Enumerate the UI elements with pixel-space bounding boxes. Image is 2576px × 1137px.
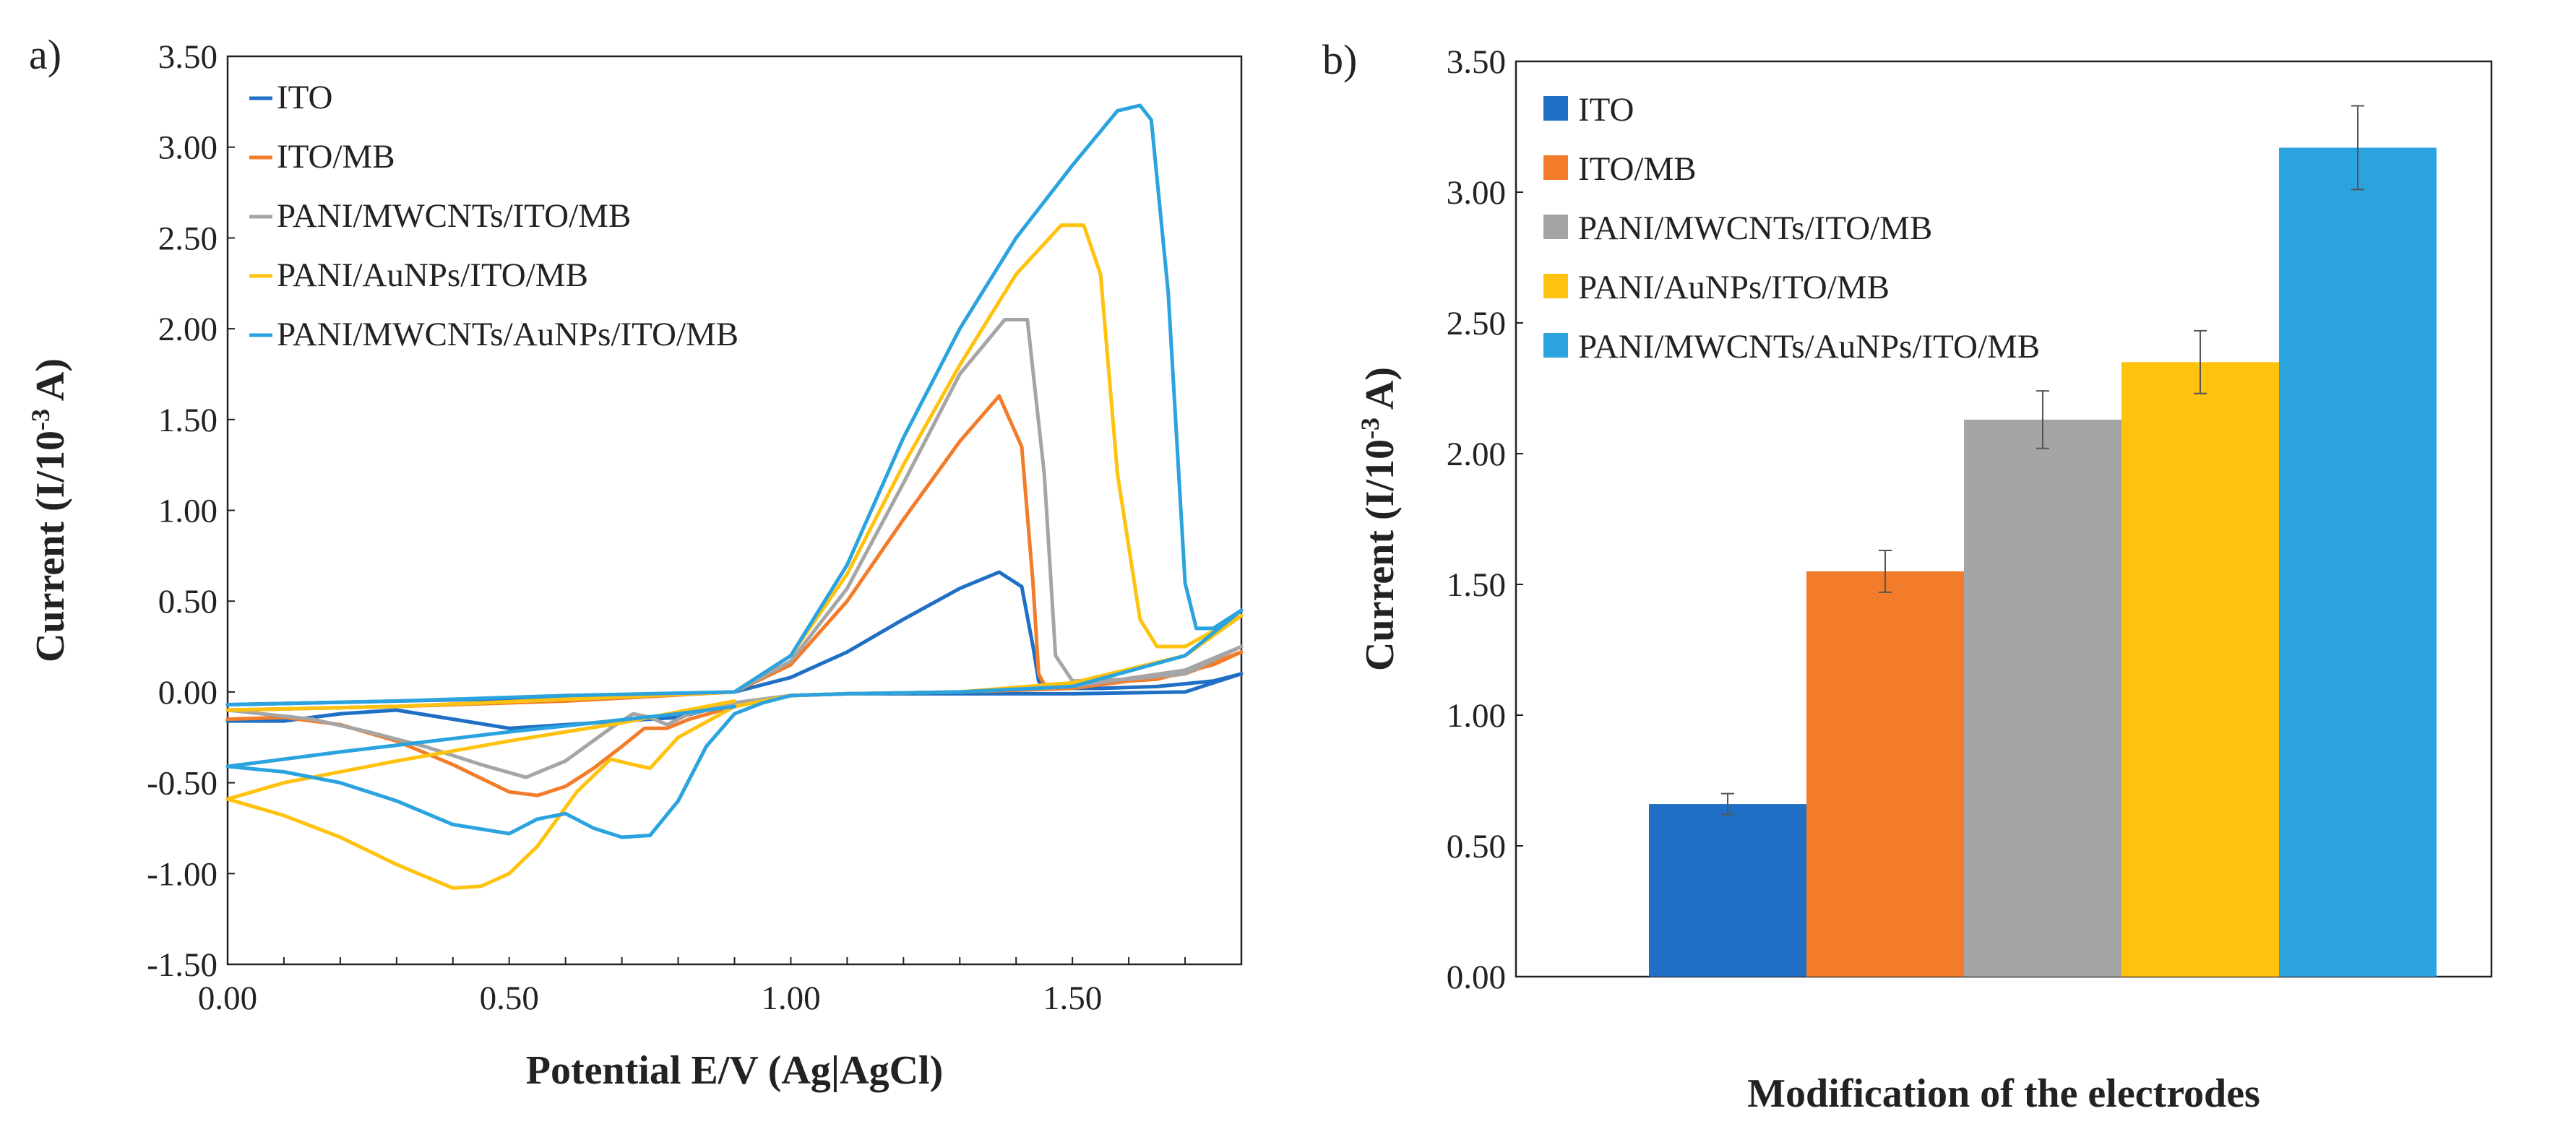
- chart-a: -1.50 -1.00 -0.50 0.00 0.50 1.00 1.50 2.00 2.50 3…: [26, 38, 1244, 1093]
- y-tick-label: 3.00: [158, 129, 217, 167]
- chart-b: 0.00 0.50 1.00 1.50 2.00 2.50 3.00 3.50 ITO ITO/M…: [1356, 43, 2493, 1116]
- legend-label: PANI/AuNPs/ITO/MB: [277, 256, 588, 294]
- series-line-2: [225, 394, 1244, 797]
- legend-label: ITO: [1578, 91, 1634, 129]
- legend-label: ITO/MB: [277, 138, 395, 176]
- legend-label: PANI/MWCNTs/AuNPs/ITO/MB: [277, 316, 738, 353]
- legend-label: ITO: [277, 79, 332, 116]
- x-axis-title: Modification of the electrodes: [1747, 1071, 2260, 1116]
- legend-label: PANI/MWCNTs/ITO/MB: [277, 197, 631, 235]
- panel-b-label: b): [1322, 36, 1357, 83]
- y-tick-label: 1.50: [158, 402, 217, 439]
- series-line-1: [225, 570, 1244, 730]
- y-tick-label: 0.50: [1447, 828, 1506, 865]
- y-axis-title-b-main: Current (I/10: [1358, 439, 1403, 671]
- bar-3: [1964, 419, 2121, 977]
- plot-area-a: [226, 55, 1243, 966]
- series-line-3: [225, 318, 1244, 779]
- bar-5: [2279, 147, 2437, 977]
- bar-2: [1806, 571, 1964, 977]
- y-tick-label: 3.50: [1447, 43, 1506, 81]
- y-tick-label: 0.00: [1447, 959, 1506, 996]
- y-axis-title-a-tail: A): [28, 358, 73, 409]
- legend-label: PANI/MWCNTs/AuNPs/ITO/MB: [1578, 328, 2040, 366]
- y-tick-label: 2.00: [1447, 436, 1506, 473]
- x-tick-label: 0.00: [198, 980, 257, 1017]
- y-axis-title-b-sup: -3: [1356, 418, 1384, 439]
- legend-swatch: [1543, 96, 1568, 121]
- legend-label: PANI/AuNPs/ITO/MB: [1578, 269, 1890, 306]
- y-axis-title-a-main: Current (I/10: [28, 431, 73, 662]
- legend-swatch: [1543, 155, 1568, 180]
- legend-swatch: [1543, 333, 1568, 358]
- y-tick-label: 2.00: [158, 311, 217, 348]
- panel-a-label: a): [29, 31, 61, 78]
- y-axis-title-b-tail: A): [1358, 367, 1403, 418]
- y-axis-title-a-sup: -3: [26, 409, 55, 431]
- bar-1: [1649, 804, 1806, 977]
- y-axis-title-a: Current (I/10-3 A): [26, 358, 73, 662]
- bar-4: [2121, 362, 2279, 977]
- y-tick-label: 0.00: [158, 674, 217, 712]
- y-tick-label: 1.00: [1447, 697, 1506, 735]
- y-tick-label: -1.50: [147, 946, 217, 984]
- legend-label: PANI/MWCNTs/ITO/MB: [1578, 209, 1932, 247]
- y-tick-label: 2.50: [1447, 305, 1506, 342]
- y-tick-label: 3.50: [158, 38, 217, 76]
- series-line-5: [225, 103, 1244, 839]
- x-tick-label: 1.50: [1043, 980, 1102, 1017]
- x-tick-label: 1.00: [761, 980, 820, 1017]
- y-tick-label: -1.00: [147, 855, 217, 893]
- legend-swatch: [1543, 274, 1568, 298]
- y-tick-label: 2.50: [158, 220, 217, 257]
- y-tick-label: 3.00: [1447, 174, 1506, 212]
- x-axis-title: Potential E/V (Ag|AgCl): [526, 1048, 943, 1093]
- x-tick-label: 0.50: [480, 980, 539, 1017]
- y-axis-title-b: Current (I/10-3 A): [1356, 367, 1403, 671]
- y-tick-label: 1.50: [1447, 566, 1506, 604]
- y-tick-label: 1.00: [158, 493, 217, 530]
- legend-label: ITO/MB: [1578, 150, 1697, 188]
- legend-swatch: [1543, 215, 1568, 239]
- y-tick-label: -0.50: [147, 765, 217, 803]
- y-tick-label: 0.50: [158, 583, 217, 621]
